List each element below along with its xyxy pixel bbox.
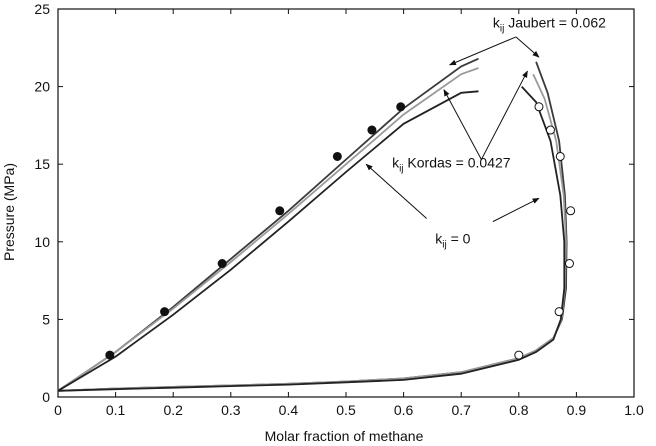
experimental-dew-point [514, 350, 524, 360]
annotation-label-series-2: kij = 0 [435, 230, 470, 250]
experimental-bubble-point [275, 206, 285, 216]
annotation-subscript: ij [399, 163, 403, 174]
experimental-dew-point [545, 125, 555, 135]
experimental-dew-point [554, 307, 564, 317]
annotation-subscript: ij [500, 24, 504, 35]
x-tick-label: 0.3 [221, 402, 241, 418]
experimental-dew-point [534, 102, 544, 112]
experimental-bubble-point [160, 307, 170, 317]
experimental-dew-point [555, 151, 565, 161]
x-tick-label: 0.9 [567, 402, 587, 418]
x-tick-label: 0.2 [163, 402, 183, 418]
experimental-dew-point [564, 259, 574, 269]
experimental-dew-point [566, 206, 576, 216]
y-axis-title: Pressure (MPa) [1, 163, 17, 261]
annotation-arrow [449, 36, 517, 66]
annotation-label-series-1: kij Kordas = 0.0427 [392, 154, 511, 174]
annotation-rest: = 0 [447, 230, 471, 246]
annotation-subscript: ij [442, 239, 446, 250]
x-tick-label: 0 [54, 402, 62, 418]
annotation-k: k [493, 15, 501, 31]
bubble-curve-series-1 [57, 67, 479, 392]
y-tick-label: 20 [34, 79, 50, 95]
y-tick-label: 25 [34, 1, 50, 17]
x-tick-label: 0.6 [394, 402, 414, 418]
x-tick-label: 0.7 [451, 402, 471, 418]
y-tick-label: 10 [34, 234, 50, 250]
experimental-bubble-point [396, 102, 406, 112]
dew-curve-series-0 [57, 61, 568, 392]
experimental-points [105, 102, 576, 360]
annotation-arrow [492, 197, 540, 223]
x-tick-label: 0.4 [279, 402, 299, 418]
annotation-k: k [435, 230, 443, 246]
y-tick-label: 0 [42, 389, 50, 405]
annotation-rest: Kordas = 0.0427 [404, 154, 511, 170]
plot-frame [57, 8, 635, 398]
dew-curve-series-2 [57, 85, 566, 392]
annotation-label-series-0: kij Jaubert = 0.062 [493, 15, 606, 35]
x-tick-label: 0.8 [509, 402, 529, 418]
model-curves [57, 57, 568, 392]
experimental-bubble-point [217, 259, 227, 269]
x-axis-title: Molar fraction of methane [265, 428, 424, 444]
annotation-rest: Jaubert = 0.062 [504, 15, 606, 31]
annotation-k: k [392, 154, 400, 170]
axis-ticks: 0 0.1 0.2 0.3 0.4 0.5 0.6 0.7 0.8 0.9 1.0 0 5 10 15 20 2… [34, 1, 644, 418]
y-tick-label: 5 [42, 311, 50, 327]
experimental-bubble-point [105, 350, 115, 360]
annotation-arrow [480, 70, 528, 160]
y-tick-label: 15 [34, 156, 50, 172]
x-tick-label: 1.0 [624, 402, 644, 418]
x-tick-label: 0.5 [336, 402, 356, 418]
annotation-arrow [515, 36, 540, 58]
plot-border [57, 8, 635, 398]
experimental-bubble-point [332, 151, 342, 161]
annotation-arrow [365, 163, 427, 219]
bubble-curve-series-0 [57, 57, 479, 392]
experimental-bubble-point [367, 125, 377, 135]
bubble-curve-series-2 [57, 90, 479, 392]
annotation-arrow [443, 89, 482, 160]
x-tick-label: 0.1 [106, 402, 126, 418]
